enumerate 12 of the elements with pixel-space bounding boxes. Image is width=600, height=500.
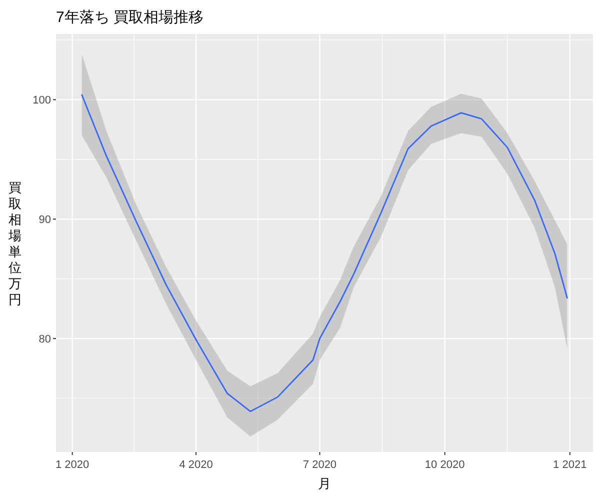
x-axis-title: 月 [318, 476, 331, 491]
x-tick-label: 4 2020 [179, 459, 213, 471]
x-tick-label: 7 2020 [302, 459, 337, 471]
x-tick-label: 1 2021 [553, 459, 587, 471]
y-tick-label: 100 [32, 94, 51, 107]
line-series [81, 94, 568, 412]
y-axis-title: 買取相場単位万円 [8, 180, 22, 307]
x-tick-label: 10 2020 [424, 459, 465, 471]
chart-title: 7年落ち 買取相場推移 [56, 9, 204, 26]
y-tick-label: 80 [38, 334, 51, 346]
y-tick-label: 90 [38, 214, 51, 226]
x-tick-label: 1 2020 [55, 459, 90, 471]
